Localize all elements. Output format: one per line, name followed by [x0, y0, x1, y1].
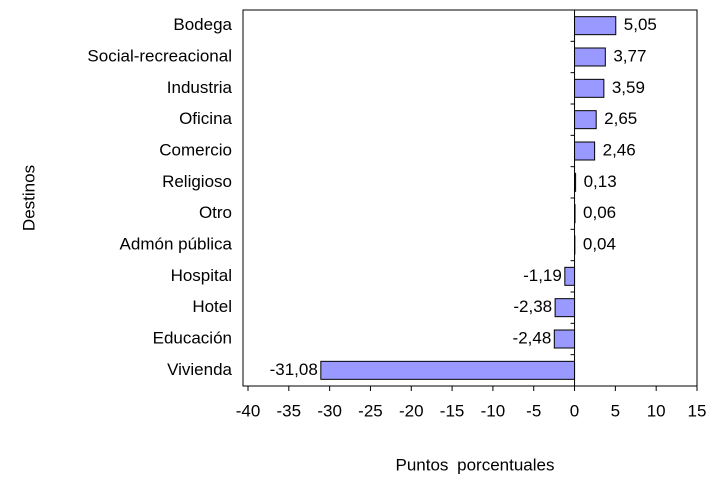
value-label: -2,38	[513, 297, 552, 316]
x-tick-label: -15	[440, 401, 465, 420]
value-label: 2,46	[603, 140, 636, 159]
bar	[554, 298, 576, 318]
x-tick-label: 5	[611, 401, 620, 420]
y-tick-label: Religioso	[162, 172, 232, 191]
y-tick-label: Oficina	[179, 109, 232, 128]
value-label: 3,59	[612, 78, 645, 97]
x-tick-label: -5	[526, 401, 541, 420]
bar	[574, 172, 577, 192]
y-tick-label: Admón pública	[120, 234, 233, 253]
bar	[564, 266, 576, 286]
bar	[574, 110, 597, 130]
value-label: 3,77	[613, 46, 646, 65]
value-label: -1,19	[523, 266, 562, 285]
x-tick-label: 0	[570, 401, 579, 420]
y-tick-label: Otro	[199, 203, 232, 222]
value-label: -2,48	[513, 328, 552, 347]
x-tick-label: -20	[399, 401, 424, 420]
y-tick-label: Comercio	[159, 140, 232, 159]
bar	[320, 360, 576, 380]
x-tick-label: 10	[647, 401, 666, 420]
value-label: 2,65	[604, 109, 637, 128]
y-tick-label: Social-recreacional	[87, 46, 232, 65]
x-tick-label: -25	[358, 401, 383, 420]
value-label: 0,04	[583, 234, 616, 253]
y-tick-label: Vivienda	[167, 360, 232, 379]
bar	[574, 47, 606, 67]
y-axis-label: Destinos	[19, 165, 38, 231]
value-label: 0,06	[583, 203, 616, 222]
bar	[574, 78, 605, 98]
x-tick-label: -40	[236, 401, 261, 420]
y-tick-label: Hospital	[171, 266, 232, 285]
x-axis-label: Puntos porcentuales	[396, 455, 555, 474]
bar	[553, 329, 576, 349]
y-tick-label: Bodega	[173, 15, 232, 34]
y-tick-label: Educación	[153, 328, 232, 347]
bar	[574, 141, 596, 161]
value-label: 0,13	[584, 172, 617, 191]
y-tick-label: Hotel	[192, 297, 232, 316]
x-tick-label: -30	[317, 401, 342, 420]
x-tick-label: -35	[277, 401, 302, 420]
x-tick-label: 15	[688, 401, 707, 420]
plot-area	[242, 9, 698, 387]
bar	[574, 16, 617, 36]
y-tick-label: Industria	[167, 78, 233, 97]
value-label: 5,05	[624, 15, 657, 34]
value-label: -31,08	[270, 360, 318, 379]
x-tick-label: -10	[481, 401, 506, 420]
